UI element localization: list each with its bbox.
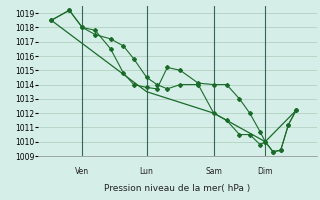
Text: Dim: Dim bbox=[258, 167, 273, 176]
Text: Ven: Ven bbox=[75, 167, 89, 176]
Text: Lun: Lun bbox=[140, 167, 154, 176]
Text: Pression niveau de la mer( hPa ): Pression niveau de la mer( hPa ) bbox=[104, 184, 251, 193]
Text: Sam: Sam bbox=[205, 167, 222, 176]
